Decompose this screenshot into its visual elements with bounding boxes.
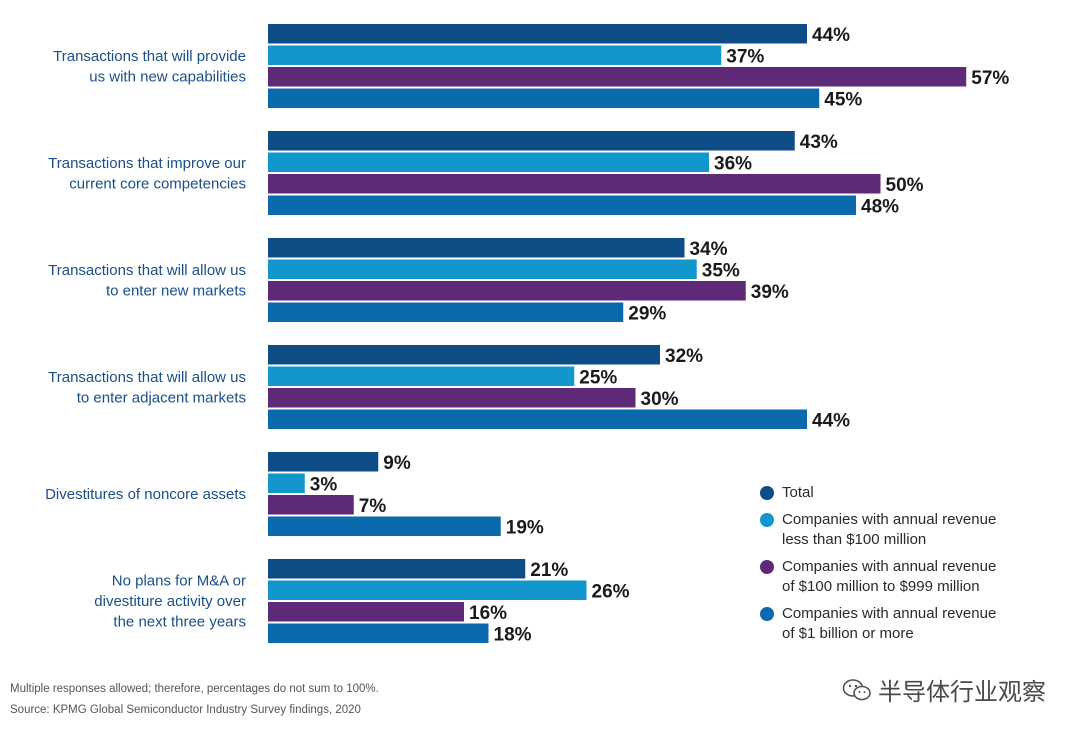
wechat-icon [842,678,871,700]
category-label-4: Divestitures of noncore assets [45,486,246,503]
bar-cat3-series3 [268,409,807,429]
legend-item-total: Total [760,483,1060,503]
value-label-cat0-series2: 57% [971,68,1009,89]
bar-cat1-series2 [268,174,881,194]
value-label-cat4-series0: 9% [383,453,411,474]
category-label-2-line-1: to enter new markets [106,282,246,299]
bar-cat3-series2 [268,388,636,408]
value-label-cat2-series0: 34% [690,239,728,260]
bar-cat0-series3 [268,88,820,108]
bar-cat5-series1 [268,580,587,600]
value-label-cat0-series0: 44% [812,25,850,46]
value-label-cat5-series2: 16% [469,603,507,624]
bar-cat4-series0 [268,452,379,472]
category-labels-group: Transactions that will provide us with ne… [45,48,246,631]
bar-cat1-series0 [268,131,795,151]
category-label-0-line-0: Transactions that will provide [53,48,246,65]
watermark-text: 半导体行业观察 [878,678,1046,706]
category-label-1: Transactions that improve our current cor… [48,155,246,193]
value-label-cat2-series3: 29% [628,303,666,324]
legend-item-mid: Companies with annual revenue of $100 mi… [760,557,1060,597]
bar-cat4-series2 [268,495,354,515]
bar-cat2-series3 [268,302,624,322]
note-responses: Multiple responses allowed; therefore, p… [10,683,379,695]
bar-cat2-series0 [268,238,685,258]
bar-cat4-series1 [268,473,305,493]
chart-notes: Multiple responses allowed; therefore, p… [10,679,379,721]
value-label-cat5-series1: 26% [592,581,630,602]
legend-item-large: Companies with annual revenue of $1 bill… [760,604,1060,644]
value-labels-group: 44% 37% 57% 45% 43% 36% 50%48% 34%35% 39% 29% 32% 2… [310,25,1010,646]
bar-cat1-series1 [268,152,709,172]
value-label-cat1-series1: 36% [714,153,752,174]
category-label-3: Transactions that will allow us to enter … [48,369,246,407]
value-label-cat0-series1: 37% [726,46,764,67]
value-label-cat2-series1: 35% [702,260,740,281]
category-label-5-line-1: divestiture activity over [94,593,246,610]
category-label-5-line-0: No plans for M&A or [112,573,246,590]
bar-cat0-series2 [268,67,967,87]
value-label-cat3-series0: 32% [665,346,703,367]
category-label-2-line-0: Transactions that will allow us [48,262,246,279]
value-label-cat1-series0: 43% [800,132,838,153]
category-label-0: Transactions that will provide us with ne… [53,48,246,86]
legend-dot-mid [760,560,774,574]
value-label-cat3-series3: 44% [812,410,850,431]
bar-cat2-series2 [268,281,746,301]
category-label-3-line-1: to enter adjacent markets [77,389,246,406]
value-label-cat0-series3: 45% [824,89,862,110]
category-label-3-line-0: Transactions that will allow us [48,369,246,386]
note-source: Source: KPMG Global Semiconductor Indust… [10,704,361,716]
legend-item-small: Companies with annual revenue less than … [760,510,1060,550]
category-label-0-line-1: us with new capabilities [89,68,246,85]
value-label-cat4-series3: 19% [506,517,544,538]
legend-label-small: Companies with annual revenue less than … [782,511,997,548]
value-label-cat5-series3: 18% [494,624,532,645]
bar-cat3-series1 [268,366,575,386]
category-label-4-line-0: Divestitures of noncore assets [45,486,246,503]
bars-group [268,24,967,643]
bar-cat5-series2 [268,602,464,622]
value-label-cat4-series1: 3% [310,474,338,495]
category-label-2: Transactions that will allow us to enter … [48,262,246,300]
legend-dot-small [760,513,774,527]
value-label-cat5-series0: 21% [530,560,568,581]
bar-cat0-series0 [268,24,807,44]
bar-cat5-series3 [268,623,489,643]
bar-cat2-series1 [268,259,697,279]
category-label-5-line-2: the next three years [113,614,246,631]
value-label-cat2-series2: 39% [751,282,789,303]
category-label-1-line-1: current core competencies [69,175,246,192]
category-label-1-line-0: Transactions that improve our [48,155,246,172]
value-label-cat3-series1: 25% [579,367,617,388]
legend-dot-total [760,486,774,500]
value-label-cat1-series3: 48% [861,196,899,217]
bar-cat3-series0 [268,345,660,365]
legend-label-large: Companies with annual revenue of $1 bill… [782,605,997,642]
category-label-5: No plans for M&A or divestiture activity … [94,573,246,631]
bar-cat5-series0 [268,559,526,579]
value-label-cat3-series2: 30% [641,389,679,410]
bar-cat4-series3 [268,516,501,536]
value-label-cat1-series2: 50% [886,175,924,196]
legend-dot-large [760,607,774,621]
watermark: 半导体行业观察 [842,672,1046,707]
legend-label-mid: Companies with annual revenue of $100 mi… [782,558,997,595]
legend: Total Companies with annual revenue less… [760,483,1060,651]
bar-cat1-series3 [268,195,856,215]
legend-label-total: Total [782,484,814,501]
bar-cat0-series1 [268,45,722,65]
value-label-cat4-series2: 7% [359,496,387,517]
